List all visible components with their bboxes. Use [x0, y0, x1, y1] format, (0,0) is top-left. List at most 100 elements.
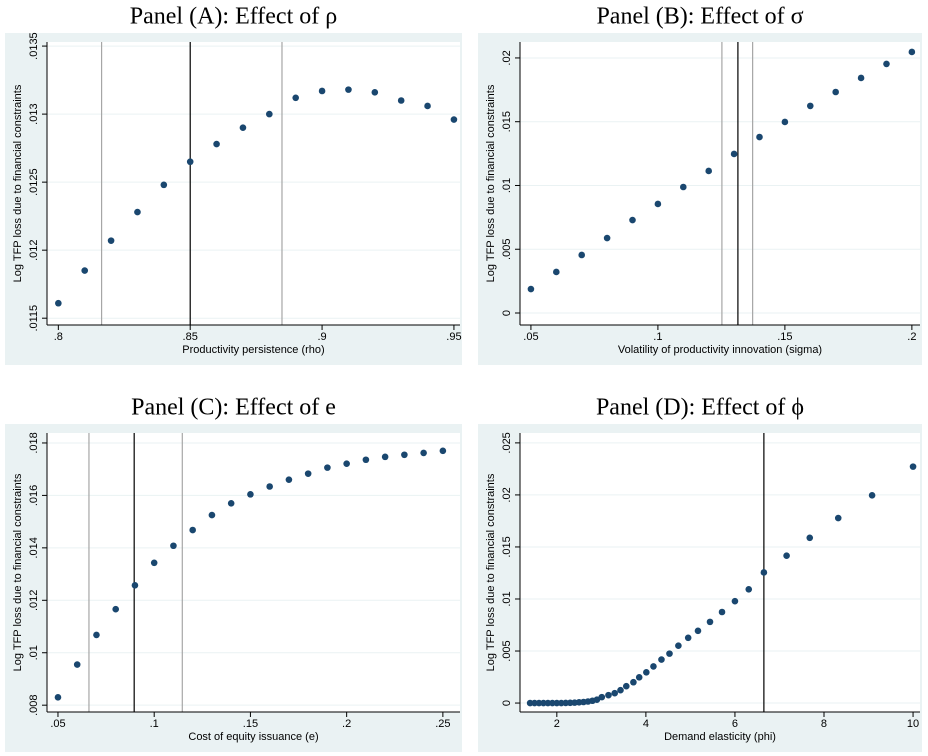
point	[611, 689, 619, 697]
y-tick-label: .005	[501, 640, 513, 661]
point	[397, 97, 405, 104]
point	[680, 183, 687, 191]
point	[54, 694, 62, 701]
point	[605, 691, 612, 699]
x-tick-label: .2	[342, 718, 351, 730]
point	[450, 116, 458, 123]
point	[213, 140, 220, 148]
y-tick-label: .02	[501, 50, 513, 65]
y-tick-label: .012	[28, 239, 40, 260]
point	[760, 569, 768, 576]
point	[908, 48, 916, 56]
point	[630, 678, 637, 686]
point	[420, 449, 427, 457]
point	[439, 447, 447, 455]
y-tick-label: 0	[501, 700, 513, 706]
panel-title: Panel (C): Effect of e	[131, 395, 336, 421]
point	[666, 650, 673, 657]
point	[107, 237, 115, 244]
panel-title: Panel (D): Effect of ϕ	[596, 395, 804, 421]
point	[527, 285, 535, 293]
point	[730, 150, 738, 158]
x-tick-label: 8	[821, 718, 827, 730]
point	[285, 476, 293, 483]
x-tick-label: .85	[183, 331, 198, 343]
y-tick-label: 0	[501, 310, 513, 316]
point	[553, 268, 560, 276]
point	[292, 94, 299, 102]
y-tick-label: .01	[501, 591, 513, 606]
point	[883, 60, 890, 68]
x-tick-label: .25	[435, 718, 450, 730]
x-tick-label: 2	[554, 718, 560, 730]
y-axis-label: Log TFP loss due to financial constraint…	[485, 84, 497, 282]
point	[134, 208, 141, 216]
x-axis-label: Demand elasticity (phi)	[664, 731, 776, 743]
y-tick-label: .0115	[28, 305, 40, 332]
point	[239, 124, 247, 132]
point	[345, 86, 352, 93]
point	[832, 88, 839, 96]
point	[189, 526, 196, 534]
point	[617, 686, 624, 694]
point	[705, 167, 712, 175]
x-axis-label: Productivity persistence (rho)	[182, 344, 324, 356]
point	[598, 693, 606, 701]
point	[401, 451, 408, 459]
point	[73, 661, 81, 668]
point	[578, 251, 586, 259]
point	[324, 464, 331, 471]
point	[806, 102, 814, 110]
x-tick-label: .15	[243, 718, 258, 730]
point	[756, 133, 763, 141]
y-tick-label: .01	[28, 645, 40, 660]
point	[112, 605, 120, 613]
y-tick-label: .0135	[28, 32, 40, 60]
point	[781, 118, 789, 126]
point	[371, 89, 379, 96]
point	[304, 470, 312, 477]
point	[381, 453, 389, 461]
plot-area	[47, 433, 460, 712]
point	[593, 696, 601, 704]
y-tick-label: .018	[28, 432, 40, 453]
point	[643, 669, 650, 676]
point	[247, 491, 254, 498]
point	[343, 460, 350, 467]
x-tick-label: .15	[777, 331, 792, 343]
point	[650, 663, 657, 670]
plot-area	[520, 433, 920, 712]
y-tick-label: .012	[28, 590, 40, 611]
y-tick-label: .014	[28, 537, 40, 558]
y-tick-label: .013	[28, 103, 40, 124]
x-tick-label: 6	[732, 718, 738, 730]
y-tick-label: .015	[501, 536, 513, 557]
y-axis-label: Log TFP loss due to financial constraint…	[12, 473, 24, 671]
x-axis-label: Volatility of productivity innovation (s…	[618, 344, 822, 356]
x-axis-label: Cost of equity issuance (e)	[188, 731, 318, 743]
point	[706, 618, 714, 626]
y-tick-label: .0125	[28, 168, 40, 196]
point	[622, 682, 630, 690]
plot-area	[47, 42, 460, 325]
point	[208, 511, 216, 519]
y-tick-label: .01	[501, 178, 513, 193]
point	[266, 110, 273, 118]
y-tick-label: .016	[28, 485, 40, 506]
y-tick-label: .005	[501, 239, 513, 260]
y-tick-label: .015	[501, 111, 513, 132]
point	[424, 102, 431, 110]
point	[783, 552, 790, 559]
x-tick-label: .9	[317, 331, 326, 343]
point	[131, 582, 139, 589]
x-tick-label: .95	[446, 331, 461, 343]
point	[909, 463, 917, 470]
point	[684, 634, 692, 642]
x-tick-label: .8	[54, 331, 63, 343]
point	[266, 483, 273, 490]
y-axis-label: Log TFP loss due to financial constraint…	[12, 84, 24, 282]
point	[150, 559, 158, 567]
plot-area	[520, 42, 920, 325]
point	[857, 74, 865, 82]
